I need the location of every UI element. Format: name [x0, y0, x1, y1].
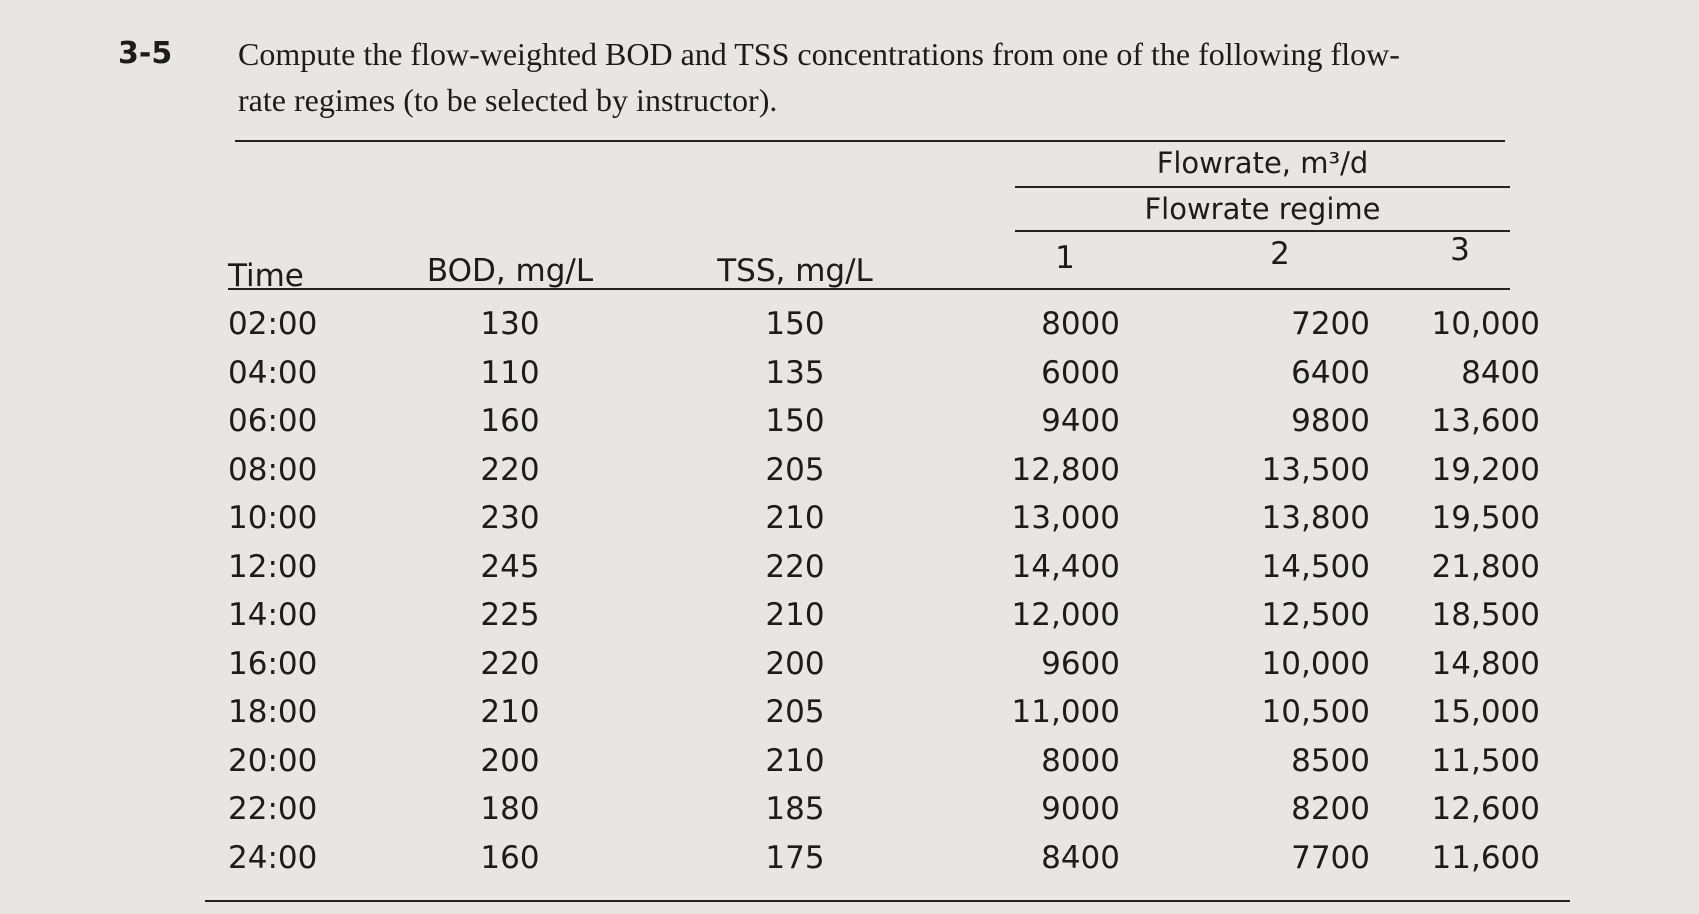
- cell: 160: [480, 839, 540, 876]
- cell: 180: [480, 791, 540, 827]
- bottom-rule: [205, 900, 1570, 902]
- cell: 225: [480, 597, 540, 633]
- cell: 10,500: [1261, 694, 1370, 730]
- cell: 13,500: [1261, 451, 1370, 488]
- cell: 210: [765, 742, 825, 779]
- cell: 12,500: [1261, 597, 1370, 633]
- cell: 135: [765, 354, 825, 391]
- cell: 205: [765, 694, 825, 730]
- cell: 18,500: [1431, 597, 1540, 633]
- row-label: 08:00: [228, 451, 318, 488]
- row-label: 18:00: [228, 694, 318, 730]
- cell: 150: [765, 306, 825, 342]
- column-header: TSS, mg/L: [717, 253, 873, 289]
- column-header: BOD, mg/L: [426, 253, 594, 289]
- cell: 160: [480, 403, 540, 439]
- cell: 11,500: [1431, 742, 1540, 779]
- cell: 9000: [1041, 791, 1120, 827]
- column-header: 2: [1270, 236, 1290, 272]
- problem-text: Compute the flow-weighted BOD and TSS co…: [238, 36, 1400, 72]
- header-rule: [228, 288, 1510, 290]
- problem-text: rate regimes (to be selected by instruct…: [238, 82, 778, 118]
- cell: 13,800: [1261, 500, 1370, 536]
- row-label: 10:00: [228, 500, 318, 536]
- column-header: Time: [228, 258, 304, 294]
- cell: 230: [480, 500, 540, 536]
- cell: 19,500: [1431, 500, 1540, 536]
- cell: 19,200: [1431, 451, 1540, 488]
- cell: 8000: [1041, 742, 1120, 779]
- cell: 8400: [1461, 354, 1540, 391]
- cell: 14,800: [1431, 645, 1540, 682]
- cell: 210: [480, 694, 540, 730]
- cell: 9800: [1291, 403, 1370, 439]
- row-label: 20:00: [228, 742, 318, 779]
- cell: 7700: [1291, 839, 1370, 876]
- cell: 7200: [1291, 306, 1370, 342]
- cell: 8200: [1291, 791, 1370, 827]
- cell: 220: [765, 548, 825, 585]
- cell: 14,500: [1261, 548, 1370, 585]
- row-label: 06:00: [228, 403, 318, 439]
- cell: 6400: [1291, 354, 1370, 391]
- column-header: 1: [1055, 240, 1075, 276]
- cell: 245: [480, 548, 540, 585]
- row-label: 22:00: [228, 791, 318, 827]
- cell: 205: [765, 451, 825, 488]
- row-label: 02:00: [228, 306, 318, 342]
- subgroup-header: Flowrate regime: [1144, 192, 1381, 226]
- cell: 10,000: [1431, 306, 1540, 342]
- problem-number: 3-5: [118, 36, 173, 71]
- cell: 15,000: [1431, 694, 1540, 730]
- cell: 13,000: [1011, 500, 1120, 536]
- rule: [1015, 230, 1510, 232]
- group-header: Flowrate, m³/d: [1156, 146, 1369, 180]
- cell: 110: [480, 354, 540, 391]
- cell: 210: [765, 500, 825, 536]
- cell: 130: [480, 306, 540, 342]
- cell: 185: [765, 791, 825, 827]
- row-label: 14:00: [228, 597, 318, 633]
- cell: 11,600: [1431, 839, 1540, 876]
- cell: 10,000: [1261, 645, 1370, 682]
- cell: 210: [765, 597, 825, 633]
- cell: 200: [480, 742, 540, 779]
- rule: [1015, 186, 1510, 188]
- cell: 220: [480, 645, 540, 682]
- cell: 13,600: [1431, 403, 1540, 439]
- cell: 150: [765, 403, 825, 439]
- cell: 175: [765, 839, 825, 876]
- cell: 14,400: [1011, 548, 1120, 585]
- cell: 9400: [1041, 403, 1120, 439]
- cell: 11,000: [1011, 694, 1120, 730]
- row-label: 16:00: [228, 645, 318, 682]
- cell: 200: [765, 645, 825, 682]
- cell: 8500: [1291, 742, 1370, 779]
- cell: 6000: [1041, 354, 1120, 391]
- cell: 8000: [1041, 306, 1120, 342]
- cell: 9600: [1041, 645, 1120, 682]
- row-label: 04:00: [228, 354, 318, 391]
- cell: 21,800: [1431, 548, 1540, 585]
- cell: 12,800: [1011, 451, 1120, 488]
- cell: 220: [480, 451, 540, 488]
- cell: 12,000: [1011, 597, 1120, 633]
- cell: 8400: [1041, 839, 1120, 876]
- row-label: 12:00: [228, 548, 318, 585]
- row-label: 24:00: [228, 839, 318, 876]
- top-rule: [235, 140, 1505, 142]
- cell: 12,600: [1431, 791, 1540, 827]
- column-header: 3: [1450, 232, 1470, 268]
